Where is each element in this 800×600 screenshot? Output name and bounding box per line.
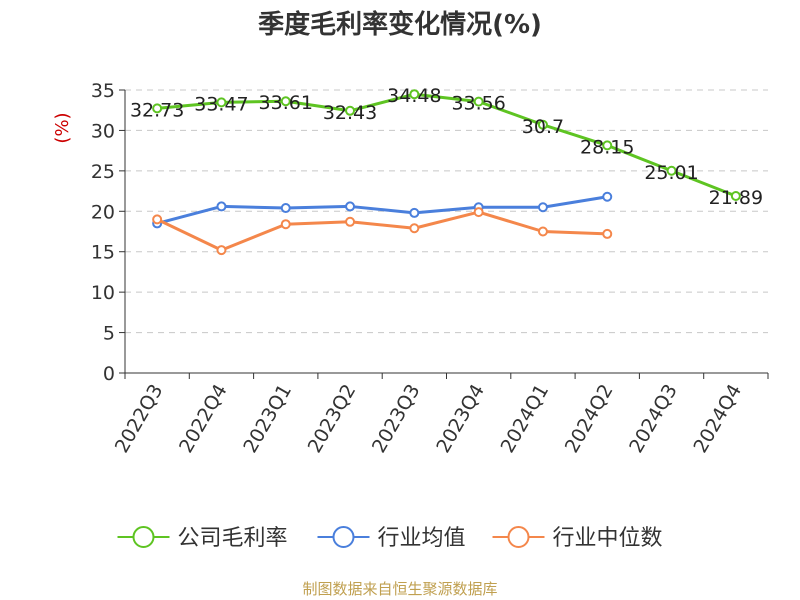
- legend-item: 公司毛利率: [117, 526, 288, 551]
- x-tick-label: 2023Q4: [432, 381, 489, 457]
- y-axis-label: (%): [52, 112, 73, 143]
- series-group: [152, 89, 741, 256]
- data-point: [345, 201, 356, 212]
- x-tick-label: 2022Q4: [175, 381, 232, 457]
- x-tick-label: 2024Q2: [561, 381, 618, 457]
- legend-swatch-marker: [507, 526, 530, 548]
- data-label: 34.48: [387, 85, 441, 107]
- y-tick-label: 0: [103, 363, 115, 385]
- data-point: [473, 96, 484, 107]
- data-point: [537, 226, 548, 237]
- y-tick-label: 15: [91, 242, 115, 264]
- data-point: [473, 207, 484, 218]
- x-tick-label: 2023Q2: [304, 381, 361, 457]
- y-tick-label: 20: [91, 201, 115, 223]
- data-point: [602, 191, 613, 202]
- data-point: [216, 245, 227, 256]
- x-tick-label: 2023Q1: [239, 381, 296, 457]
- data-point: [602, 228, 613, 239]
- data-label: 30.7: [522, 116, 564, 138]
- data-point: [409, 223, 420, 234]
- data-label: 33.47: [194, 93, 248, 115]
- data-point: [537, 119, 548, 130]
- legend-item: 行业均值: [317, 526, 466, 551]
- data-label: 33.56: [451, 93, 505, 115]
- data-label: 25.01: [644, 162, 698, 184]
- data-label: 33.61: [259, 92, 313, 114]
- y-tick-label: 10: [91, 282, 115, 304]
- series-line: [156, 210, 608, 252]
- chart-title: 季度毛利率变化情况(%): [258, 10, 542, 40]
- data-point: [280, 203, 291, 214]
- data-point: [216, 201, 227, 212]
- legend-item: 行业中位数: [492, 526, 663, 551]
- series-line: [157, 92, 737, 198]
- series-line: [156, 195, 608, 225]
- y-tick-label: 5: [103, 323, 115, 345]
- source-footer: 制图数据来自恒生聚源数据库: [302, 580, 498, 598]
- data-point: [409, 207, 420, 218]
- legend-label: 行业均值: [378, 526, 466, 551]
- data-point: [280, 96, 291, 107]
- legend-swatch-marker: [132, 526, 155, 548]
- data-point: [152, 103, 163, 114]
- data-point: [152, 214, 163, 225]
- data-point: [280, 219, 291, 230]
- data-labels: 32.73 33.47 33.61 32.43 34.48 33.56 30.7 28.15 2…: [130, 85, 763, 209]
- data-point: [537, 202, 548, 213]
- data-point: [409, 89, 420, 100]
- x-tick-label: 2023Q3: [368, 381, 425, 457]
- y-tick-label: 35: [91, 80, 115, 102]
- x-tick-label: 2024Q1: [497, 381, 554, 457]
- y-tick-label: 30: [91, 120, 115, 142]
- legend-label: 公司毛利率: [178, 526, 288, 551]
- data-point: [345, 105, 356, 116]
- data-point: [730, 191, 741, 202]
- legend: 公司毛利率 行业均值 行业中位数: [117, 526, 663, 551]
- data-label: 32.43: [323, 102, 377, 124]
- data-label: 28.15: [580, 136, 634, 158]
- x-tick-label: 2024Q3: [625, 381, 682, 457]
- x-tick-label: 2024Q4: [689, 381, 746, 457]
- data-point: [666, 165, 677, 176]
- data-label: 32.73: [130, 99, 184, 121]
- data-point: [602, 140, 613, 151]
- x-tick-label: 2022Q3: [111, 381, 168, 457]
- data-point: [345, 216, 356, 227]
- y-tick-label: 25: [91, 161, 115, 183]
- data-point: [216, 97, 227, 108]
- data-label: 21.89: [709, 187, 763, 209]
- legend-swatch-marker: [332, 526, 355, 548]
- legend-label: 行业中位数: [553, 526, 663, 551]
